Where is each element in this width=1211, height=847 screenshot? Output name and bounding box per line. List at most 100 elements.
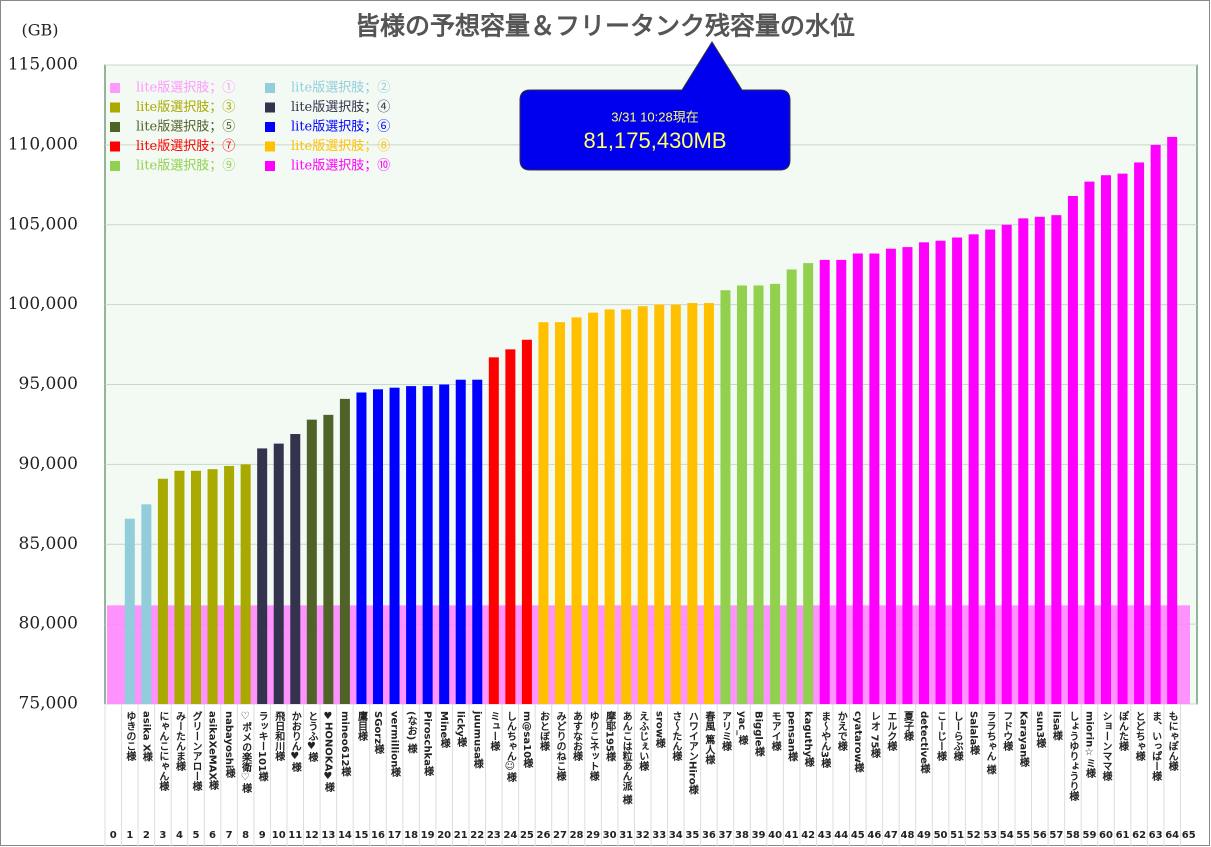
category-label: detective様: [918, 711, 930, 775]
bar: [191, 470, 201, 704]
category-number: 46: [867, 830, 881, 841]
category-label: にゃんこにゃん様: [157, 711, 169, 792]
category-label: licky様: [455, 711, 467, 748]
category-label: 飛日和川様: [273, 711, 286, 762]
legend-swatch: [265, 122, 275, 132]
bar: [339, 398, 350, 704]
category-label: えふじぇい様: [637, 711, 649, 772]
bar: [803, 263, 814, 704]
bar: [968, 234, 979, 704]
bar: [621, 309, 632, 704]
category-number: 26: [536, 830, 550, 841]
category-label: しんちゃん☺様: [504, 711, 516, 783]
category-label: 鷹目様: [355, 710, 367, 742]
bar: [852, 253, 863, 704]
category-number: 41: [785, 830, 799, 841]
category-number: 58: [1066, 830, 1080, 841]
category-label: かえで様: [835, 711, 847, 752]
bar: [224, 465, 235, 704]
category-label: さ〜たん様: [670, 711, 682, 762]
category-label: みーたんま様: [173, 711, 185, 772]
category-label: mineo612様: [339, 711, 351, 777]
category-label: m@sa10様: [521, 711, 533, 769]
legend-label: lite版選択肢；⑦: [136, 138, 235, 154]
bar: [174, 470, 185, 704]
category-number: 7: [226, 830, 233, 841]
bar: [952, 237, 963, 704]
category-number: 13: [321, 830, 335, 841]
category-number: 55: [1016, 830, 1030, 841]
category-label: kaguthy様: [802, 711, 814, 768]
category-number: 49: [917, 830, 931, 841]
category-number: 43: [818, 830, 832, 841]
bar: [323, 414, 334, 704]
bar: [1018, 218, 1029, 705]
y-tick-label: 75,000: [19, 694, 78, 714]
category-label: vermillion様: [389, 711, 401, 778]
category-label: フドウ様: [1001, 711, 1013, 752]
bar: [389, 387, 400, 704]
category-number: 17: [388, 830, 402, 841]
bar: [290, 434, 301, 704]
category-number: 27: [553, 830, 567, 841]
category-number: 1: [126, 830, 133, 841]
category-label: モアイ様: [769, 711, 781, 752]
category-label: おとぼ様: [537, 711, 549, 752]
category-number: 59: [1082, 830, 1096, 841]
category-number: 19: [421, 830, 435, 841]
category-number: 36: [702, 830, 716, 841]
category-label: あんこは粒あん派 様: [620, 711, 632, 805]
category-number: 51: [950, 830, 964, 841]
bar: [935, 240, 946, 704]
bar: [1101, 175, 1111, 705]
bar: [637, 306, 648, 704]
category-number: 47: [884, 830, 898, 841]
bar: [356, 392, 367, 704]
category-number: 64: [1165, 830, 1179, 841]
bar: [654, 304, 665, 704]
bar: [555, 322, 565, 704]
category-label: miorin☆ミ様: [1083, 711, 1095, 779]
category-number: 2: [143, 830, 150, 841]
category-number: 20: [437, 830, 451, 841]
category-number: 5: [193, 830, 200, 841]
category-number: 15: [354, 830, 368, 841]
category-number: 23: [487, 830, 501, 841]
bar: [1117, 173, 1128, 704]
category-number: 6: [209, 830, 216, 841]
category-number: 0: [110, 830, 117, 841]
bar: [1084, 181, 1095, 704]
bar: [1167, 136, 1178, 704]
category-number: 45: [851, 830, 865, 841]
category-number: 29: [586, 830, 600, 841]
category-label: しょうゆりょうり様: [1067, 711, 1079, 802]
bar: [919, 242, 929, 704]
bar: [439, 384, 450, 704]
callout-time: 3/31 10:28現在: [611, 109, 698, 124]
category-label: とどちゃ様: [1133, 711, 1145, 762]
category-label: juumusa様: [471, 710, 483, 770]
callout: 3/31 10:28現在 81,175,430MB: [519, 41, 791, 171]
category-number: 57: [1049, 830, 1063, 841]
category-label: yac_様: [736, 711, 748, 746]
bar: [207, 469, 218, 704]
bar: [306, 419, 317, 704]
legend-label: lite版選択肢；①: [136, 80, 235, 96]
bar: [538, 322, 549, 704]
category-number: 8: [242, 830, 249, 841]
bar: [240, 464, 251, 704]
legend-swatch: [265, 141, 275, 152]
category-number: 63: [1149, 830, 1163, 841]
category-number: 30: [603, 830, 617, 841]
legend-label: lite版選択肢；⑧: [291, 138, 390, 154]
category-number: 34: [669, 830, 683, 841]
category-label: 夏子様: [901, 711, 914, 742]
category-number: 38: [735, 830, 749, 841]
category-number: 32: [636, 830, 650, 841]
y-tick-label: 100,000: [8, 294, 78, 314]
bar: [505, 349, 516, 704]
legend-label: lite版選択肢；③: [136, 99, 235, 115]
bar: [1034, 216, 1045, 704]
bar: [687, 303, 698, 704]
bar: [588, 312, 599, 704]
